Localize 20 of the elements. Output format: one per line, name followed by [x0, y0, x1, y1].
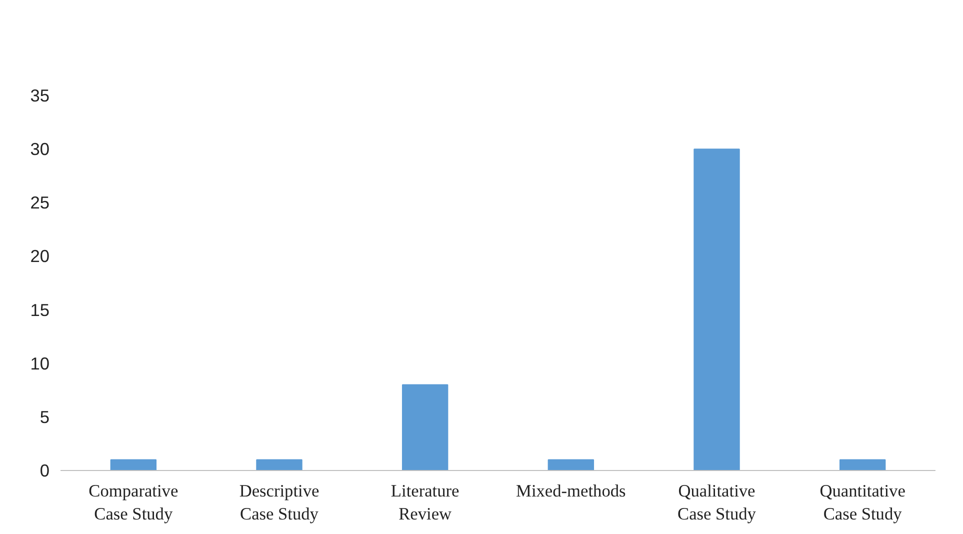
y-tick-label: 35: [30, 86, 50, 106]
y-tick-label: 25: [30, 192, 50, 213]
y-tick-label: 30: [30, 139, 50, 160]
x-tick-label: Mixed-methods: [516, 482, 626, 500]
x-tick-label: Comparative Case Study: [88, 482, 178, 524]
bar: [548, 459, 594, 470]
bar: [839, 459, 886, 470]
x-tick-label: Qualitative Case Study: [678, 482, 756, 524]
bar: [256, 459, 302, 470]
x-tick-label: Literature Review: [390, 482, 460, 524]
y-tick-label: 10: [30, 353, 50, 374]
y-tick-label: 15: [30, 300, 50, 320]
y-tick-label: 20: [30, 246, 50, 266]
y-tick-label: 0: [40, 460, 50, 480]
x-tick-label: Descriptive Case Study: [239, 482, 320, 524]
bar: [694, 148, 740, 470]
bar: [402, 384, 448, 470]
y-tick-label: 5: [40, 406, 50, 427]
x-tick-label: Quantitative Case Study: [820, 482, 906, 524]
bar: [110, 459, 157, 470]
